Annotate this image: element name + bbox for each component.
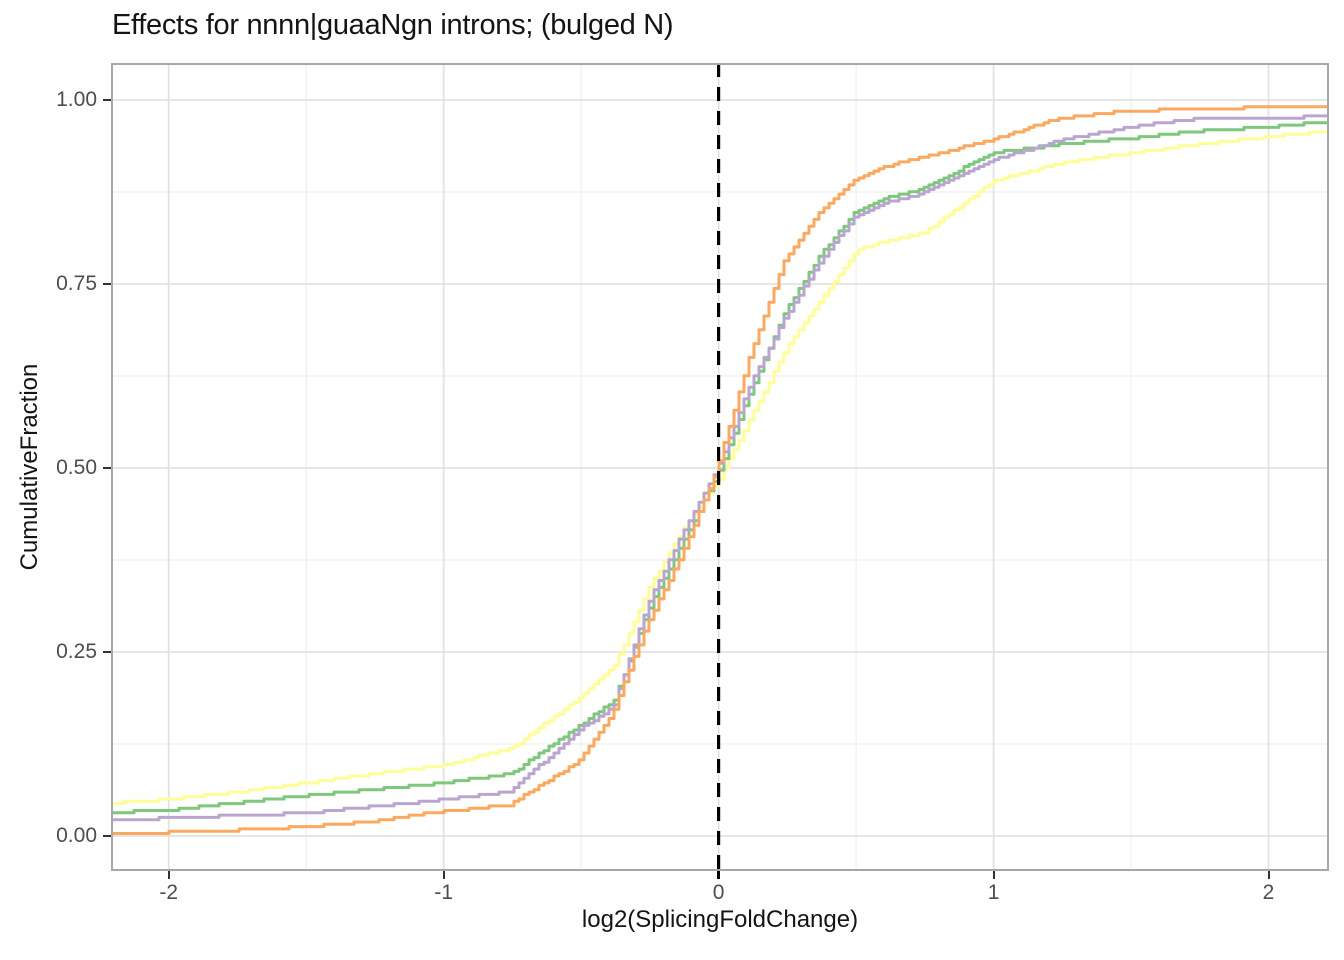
y-tick-label: 1.00 [56, 88, 97, 111]
x-axis-title: log2(SplicingFoldChange) [581, 906, 859, 933]
x-tick-mark [442, 871, 445, 879]
y-tick-label: 0.50 [56, 456, 97, 479]
chart-title: Effects for nnnn|guaaNgn introns; (bulge… [112, 9, 674, 41]
yellow-curve [111, 130, 1329, 806]
y-tick-mark [103, 99, 111, 101]
x-tick-label: -1 [434, 881, 454, 904]
y-tick-label: 0.25 [56, 640, 97, 663]
x-tick-label: 1 [987, 881, 1000, 904]
y-tick-mark [103, 835, 111, 837]
purple-curve [111, 114, 1329, 822]
plot-panel [111, 63, 1329, 871]
panel-border [111, 63, 1329, 871]
plot-canvas [111, 63, 1329, 871]
curves-layer [111, 105, 1329, 835]
x-tick-mark [167, 871, 170, 879]
x-tick-label: 2 [1262, 881, 1275, 904]
x-tick-label: -2 [159, 881, 179, 904]
y-tick-label: 0.75 [56, 272, 97, 295]
x-tick-mark [717, 871, 721, 879]
x-tick-mark [1267, 871, 1270, 879]
orange-curve [111, 105, 1329, 835]
x-tick-mark [992, 871, 995, 879]
y-tick-mark [103, 467, 111, 469]
x-tick-label: 0 [712, 881, 725, 904]
y-tick-mark [103, 283, 111, 285]
y-tick-mark [103, 651, 111, 653]
y-tick-label: 0.00 [56, 824, 97, 847]
